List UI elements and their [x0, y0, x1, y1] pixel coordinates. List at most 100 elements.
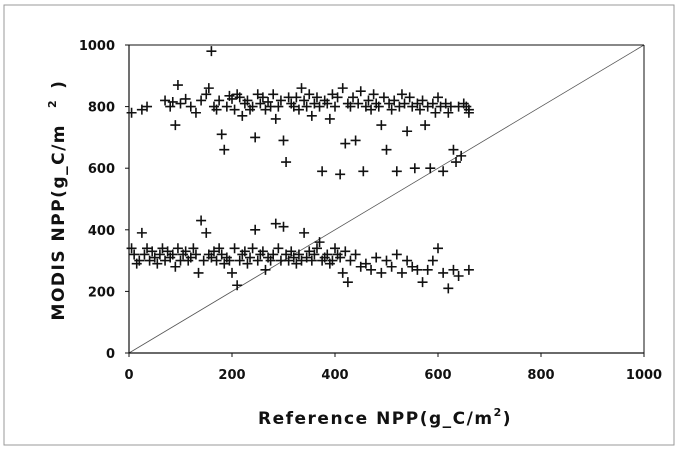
data-point [196, 95, 207, 106]
data-point [208, 246, 219, 257]
data-point [376, 267, 387, 278]
data-point [463, 107, 474, 118]
data-point [219, 144, 230, 155]
data-point [324, 113, 335, 124]
data-point [196, 215, 207, 226]
data-point [399, 98, 410, 109]
data-point [291, 92, 302, 103]
data-point [170, 120, 181, 131]
data-point [384, 98, 395, 109]
data-point [330, 101, 340, 112]
data-point [180, 246, 191, 257]
data-point [363, 95, 374, 106]
data-point [185, 101, 196, 112]
data-point [147, 246, 158, 257]
data-point [250, 132, 261, 143]
data-point [203, 83, 214, 94]
data-point [451, 157, 462, 168]
data-point [134, 255, 145, 266]
data-point [335, 169, 346, 180]
data-point [417, 277, 428, 288]
data-point [345, 255, 356, 266]
data-point [453, 271, 464, 281]
data-point [355, 261, 366, 272]
data-point [360, 258, 371, 269]
data-point [332, 92, 343, 103]
data-point [317, 166, 328, 177]
data-point [136, 227, 147, 238]
data-point [412, 264, 423, 275]
data-point [456, 150, 467, 161]
data-point [430, 107, 441, 118]
data-point [270, 218, 281, 229]
tick-labels-group: 0 200 400 600 800 1000 0 200 400 600 800 1000 [79, 39, 662, 383]
data-point [402, 126, 413, 137]
data-point [257, 246, 268, 257]
data-point [412, 98, 423, 109]
data-point [448, 144, 459, 155]
data-point [327, 89, 338, 100]
data-point [342, 277, 353, 288]
data-point [172, 80, 183, 91]
data-point [360, 101, 371, 112]
data-point [304, 89, 315, 100]
data-point [237, 110, 248, 121]
data-point [247, 243, 258, 254]
data-point [232, 280, 243, 291]
data-point [242, 258, 253, 269]
data-point [348, 92, 359, 103]
data-point [340, 246, 351, 257]
data-point [433, 243, 443, 254]
data-point [358, 166, 369, 177]
data-point [227, 267, 237, 278]
data-point [281, 157, 292, 168]
data-point [296, 83, 307, 94]
data-point [373, 101, 384, 112]
data-point [144, 255, 155, 266]
data-points-group [126, 46, 474, 294]
data-point [371, 252, 382, 263]
data-point [396, 267, 407, 278]
data-point [190, 249, 201, 260]
data-point [286, 246, 297, 257]
data-point [440, 98, 451, 109]
data-point [438, 267, 449, 278]
data-point [283, 255, 294, 266]
data-point [301, 101, 312, 112]
data-point [299, 227, 310, 238]
data-point [427, 255, 438, 266]
data-point [201, 89, 212, 100]
data-point [404, 92, 415, 103]
data-point [301, 252, 312, 263]
data-point [275, 95, 286, 106]
data-point [260, 264, 271, 275]
data-point [463, 264, 474, 275]
data-point [366, 264, 377, 275]
data-point [250, 224, 261, 235]
y-axis-title-sup: 2 [46, 99, 59, 108]
data-point [160, 255, 171, 266]
data-point [260, 104, 271, 115]
data-point [291, 258, 302, 269]
data-point [391, 166, 402, 177]
x-axis-title-end: ) [503, 409, 512, 429]
data-point [314, 237, 325, 248]
data-point [293, 104, 304, 115]
y-tick-label: 400 [88, 224, 115, 239]
data-point [417, 95, 428, 106]
y-tick-label: 200 [88, 285, 115, 300]
data-point [221, 101, 232, 112]
data-point [234, 255, 245, 266]
data-point [252, 255, 263, 266]
y-axis-title-main: MODIS NPP(g_C/m [49, 124, 69, 320]
data-point [409, 163, 420, 174]
data-point [180, 93, 191, 104]
x-tick-label: 600 [424, 368, 451, 383]
data-point [386, 104, 397, 115]
data-point [299, 95, 310, 106]
data-point [126, 107, 137, 118]
data-point [386, 261, 397, 272]
data-point [420, 120, 431, 131]
data-point [190, 107, 201, 118]
y-tick-label: 0 [106, 347, 115, 362]
